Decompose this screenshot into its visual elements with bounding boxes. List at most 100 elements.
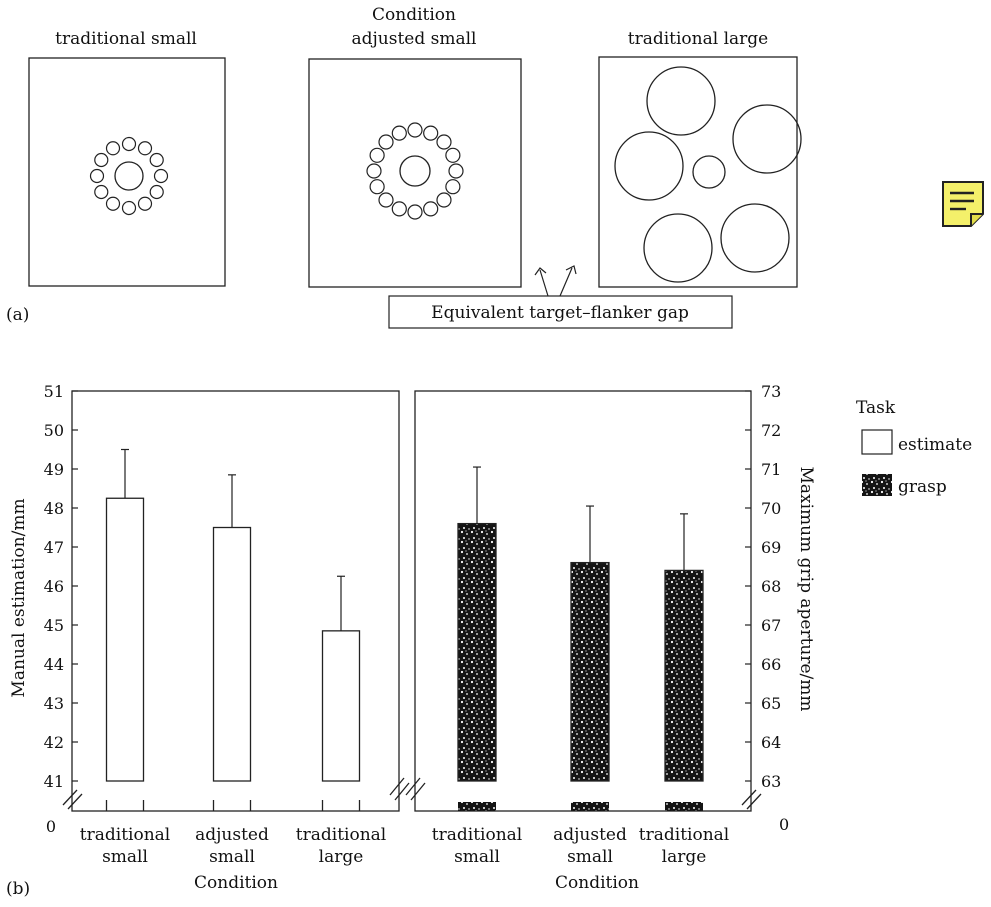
category-label: small [209,847,255,867]
axis-break-mark [389,777,405,796]
flanker-circle [105,196,121,211]
chart-right-zero: 0 [779,815,789,834]
stim-box-1 [28,57,226,287]
bar-stub [571,802,609,811]
panel-a-label: (a) [6,305,29,325]
y-tick-label: 65 [761,694,781,713]
y-tick-label: 44 [44,655,64,674]
stim-title-1: traditional small [55,29,197,49]
flanker-circle [105,141,121,156]
bar [664,569,704,782]
flanker-circle [407,204,423,220]
flanker-circle [153,168,169,184]
flanker-circle [378,192,394,208]
category-label: small [454,847,500,867]
chart-left-zero: 0 [46,817,56,836]
flanker-circle [391,201,407,217]
flanker-circle [448,163,464,179]
y-tick-label: 51 [44,382,64,401]
target-circle [114,161,144,191]
category-label: small [567,847,613,867]
flanker-circle [445,179,461,195]
flanker-circle [366,163,382,179]
flanker-circle [391,125,407,141]
note-icon[interactable] [941,180,985,228]
stim-title-2: adjusted small [352,29,477,49]
axis-break-mark [67,793,83,810]
y-tick-label: 68 [761,577,781,596]
y-tick-label: 46 [44,577,64,596]
bar [212,526,252,782]
bar [321,630,361,782]
flanker-circle [94,184,109,200]
chart-right: Maximum grip aperture/mm Condition 0 63 6… [405,382,816,893]
flanker-circle [423,125,439,141]
condition-header: Condition [372,5,456,25]
category-label: small [102,847,148,867]
legend: Task estimate grasp [856,398,972,497]
y-tick-label: 72 [761,421,781,440]
stim-box-2 [308,58,522,288]
axis-break-mark [410,782,426,801]
category-label: large [319,847,364,867]
y-tick-label: 64 [761,733,781,752]
flanker-circle [121,200,137,216]
flanker-circle [436,192,452,208]
bar [570,561,610,782]
stim-2-circles [366,122,464,220]
note-icon-graphic [942,181,984,227]
axis-break-mark [394,782,410,801]
y-tick-label: 63 [761,772,781,791]
bar [105,497,145,782]
y-tick-label: 43 [44,694,64,713]
category-label: adjusted [553,825,627,845]
legend-swatch-estimate [861,429,893,455]
y-tick-label: 45 [44,616,64,635]
flanker-circle [732,104,802,174]
flanker-circle [436,134,452,150]
bar [457,522,497,782]
flanker-circle [121,136,137,152]
stim-1-circles [89,136,169,216]
category-label: traditional [432,825,522,845]
callout-arrows [534,265,577,297]
flanker-circle [89,168,105,184]
flanker-circle [94,152,109,168]
flanker-circle [407,122,423,138]
y-tick-label: 69 [761,538,781,557]
axis-break-mark [405,777,421,796]
category-label: traditional [296,825,386,845]
flanker-circle [369,147,385,163]
bar-stub [458,802,496,811]
target-circle [399,155,431,187]
stim-box-3 [598,56,798,288]
y-tick-label: 66 [761,655,781,674]
panel-b: (b) Manual estimation/mm Condition 0 41 4… [6,382,816,899]
axis-break-mark [741,789,757,806]
flanker-circle [149,152,164,168]
flanker-circle [643,213,713,283]
y-tick-label: 42 [44,733,64,752]
flanker-circle [614,131,684,201]
y-tick-label: 41 [44,772,64,791]
category-label: adjusted [195,825,269,845]
bar-stub [665,802,703,811]
chart-left-frame [71,390,400,812]
legend-label-grasp: grasp [898,477,947,497]
y-tick-label: 70 [761,499,781,518]
y-tick-label: 67 [761,616,781,635]
y-tick-label: 47 [44,538,64,557]
flanker-circle [137,196,153,211]
category-label: traditional [639,825,729,845]
flanker-circle [720,203,790,273]
chart-right-xlabel: Condition [555,873,639,893]
y-tick-label: 73 [761,382,781,401]
stim-3-circles [614,66,802,283]
category-label: traditional [80,825,170,845]
flanker-circle [445,147,461,163]
flanker-circle [137,141,153,156]
y-tick-label: 71 [761,460,781,479]
axis-break-mark [746,793,762,810]
flanker-circle [149,184,164,200]
